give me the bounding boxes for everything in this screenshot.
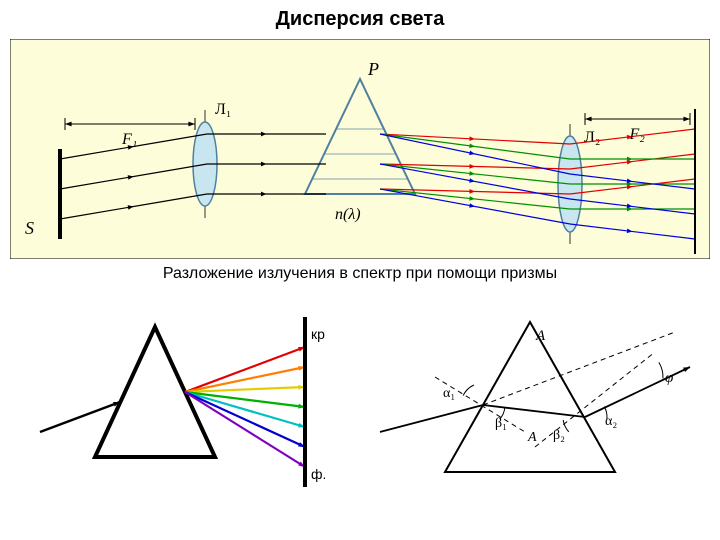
- svg-text:n(λ): n(λ): [335, 206, 361, 223]
- svg-text:α₁: α₁: [443, 386, 455, 401]
- svg-text:φ: φ: [665, 370, 673, 386]
- svg-text:A: A: [535, 328, 546, 344]
- svg-text:S: S: [25, 218, 34, 238]
- prism-spectrum-diagram: кр. ф.: [25, 297, 325, 497]
- dispersion-setup-diagram: S Л₁ Pn(λ) Л₂ F₁ F₂: [10, 39, 710, 259]
- svg-text:Л₂: Л₂: [584, 129, 600, 146]
- svg-text:P: P: [367, 59, 379, 79]
- svg-text:F₁: F₁: [121, 131, 137, 148]
- subtitle: Разложение излучения в спектр при помощи…: [0, 259, 720, 289]
- svg-text:α₂: α₂: [605, 414, 617, 429]
- svg-text:ф.: ф.: [311, 466, 325, 482]
- svg-text:A: A: [527, 430, 537, 445]
- main-title: Дисперсия света: [0, 0, 720, 39]
- svg-text:кр.: кр.: [311, 326, 325, 342]
- svg-text:β₁: β₁: [495, 416, 507, 431]
- svg-text:Л₁: Л₁: [215, 101, 231, 118]
- svg-text:β₂: β₂: [553, 428, 565, 443]
- svg-text:F₂: F₂: [629, 126, 646, 143]
- prism-angles-diagram: Aα₁ β₁ β₂ α₂ φ A: [375, 297, 695, 497]
